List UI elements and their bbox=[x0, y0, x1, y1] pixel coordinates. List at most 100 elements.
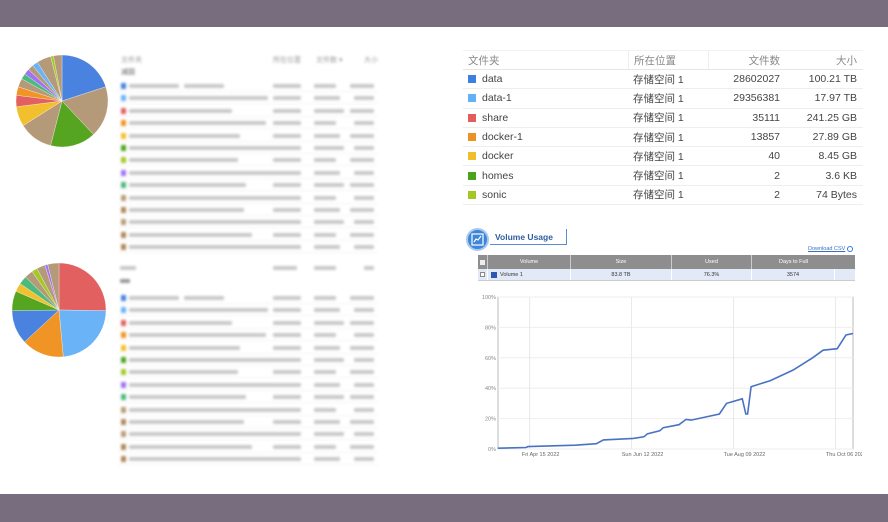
blurred-folder-table-top: 文件夹 所在位置 文件数 ▾ 大小 减固 bbox=[118, 52, 380, 254]
folder-color bbox=[121, 319, 126, 326]
blurred-row[interactable] bbox=[118, 130, 378, 142]
y-tick-label: 40% bbox=[485, 386, 496, 392]
folder-name-cell: data bbox=[463, 73, 628, 85]
volume-color-swatch bbox=[491, 271, 497, 278]
folder-count: 29356381 bbox=[733, 92, 780, 105]
folder-color bbox=[121, 357, 126, 363]
blurred-row[interactable] bbox=[118, 379, 378, 391]
folder-color bbox=[121, 207, 126, 213]
folder-color-swatch bbox=[468, 75, 476, 84]
blurred-row[interactable] bbox=[118, 428, 378, 441]
blurred-row[interactable] bbox=[118, 404, 378, 416]
blurred-row[interactable] bbox=[118, 354, 378, 366]
folder-name: share bbox=[482, 111, 509, 124]
folder-color bbox=[121, 169, 126, 176]
blurred-row[interactable] bbox=[118, 241, 378, 254]
folder-row[interactable]: docker 存储空间 1 40 8.45 GB bbox=[463, 147, 863, 167]
folder-color bbox=[121, 107, 126, 114]
blurred-row[interactable] bbox=[118, 216, 378, 229]
volume-usage-chart: 0% 20% 40% 60% 80% 100% Fri Apr 15 2022 Sun Jun… bbox=[482, 295, 862, 458]
folder-color bbox=[121, 83, 126, 89]
section-label: 减固 bbox=[121, 69, 135, 76]
blurred-row[interactable] bbox=[118, 441, 378, 453]
folder-size: 100.21 TB bbox=[808, 73, 857, 86]
folder-name: docker-1 bbox=[482, 131, 523, 144]
folder-row[interactable]: share 存储空间 1 35111 241.25 GB bbox=[463, 109, 863, 128]
blurred-row[interactable] bbox=[118, 117, 378, 130]
header-count[interactable]: 文件数 bbox=[708, 51, 788, 69]
folder-row[interactable]: homes 存储空间 1 2 3.6 KB bbox=[463, 166, 863, 186]
folder-name-cell: docker-1 bbox=[463, 131, 628, 143]
volume-usage-tab[interactable]: Volume Usage bbox=[490, 229, 567, 245]
blurred-row[interactable] bbox=[118, 204, 378, 216]
blurred-row[interactable] bbox=[118, 342, 378, 354]
folder-name-cell: sonic bbox=[463, 189, 628, 201]
folder-color bbox=[121, 194, 126, 201]
folder-name: docker bbox=[482, 150, 514, 163]
blurred-row[interactable] bbox=[118, 154, 378, 167]
volume-grid: Volume Size Used Days to Full Volume 1 8… bbox=[478, 255, 855, 281]
blurred-row[interactable] bbox=[118, 192, 378, 204]
blurred-row[interactable] bbox=[118, 391, 378, 404]
folder-name-cell: docker bbox=[463, 150, 628, 162]
folder-color bbox=[121, 394, 126, 401]
usage-line bbox=[497, 332, 854, 449]
folder-table: 文件夹 所在位置 文件数 大小 data 存储空间 1 28602027 100.21… bbox=[463, 50, 863, 206]
header-location[interactable]: 所在位置 bbox=[628, 51, 708, 69]
col-folder: 文件夹 bbox=[121, 57, 142, 64]
blurred-row[interactable] bbox=[118, 304, 378, 317]
pie-slice bbox=[58, 262, 107, 311]
blurred-row[interactable] bbox=[118, 366, 378, 379]
blurred-row[interactable] bbox=[118, 292, 378, 304]
col-count: 文件数 ▾ bbox=[316, 57, 343, 64]
blurred-folder-table-bottom bbox=[118, 262, 380, 466]
folder-size: 241.25 GB bbox=[806, 111, 857, 124]
blurred-row[interactable] bbox=[118, 317, 378, 329]
folder-name: data bbox=[482, 73, 503, 86]
folder-color-swatch bbox=[468, 152, 476, 161]
folder-row[interactable]: sonic 存储空间 1 2 74 Bytes bbox=[463, 186, 863, 206]
folder-color bbox=[121, 95, 126, 102]
download-csv-link[interactable]: Download CSV bbox=[808, 246, 854, 252]
blurred-row[interactable] bbox=[118, 416, 378, 428]
blurred-row[interactable] bbox=[118, 105, 378, 117]
blurred-row[interactable] bbox=[118, 179, 378, 192]
blurred-row[interactable] bbox=[118, 329, 378, 342]
folder-size: 8.45 GB bbox=[818, 150, 857, 163]
header-size[interactable]: 大小 bbox=[836, 54, 857, 67]
volume-days: 3574 bbox=[752, 269, 835, 280]
folder-count: 28602027 bbox=[733, 73, 780, 86]
folder-size: 74 Bytes bbox=[816, 188, 857, 201]
folder-color bbox=[121, 219, 126, 226]
folder-location: 存储空间 1 bbox=[633, 189, 684, 202]
folder-name: homes bbox=[482, 169, 514, 182]
folder-row[interactable]: data-1 存储空间 1 29356381 17.97 TB bbox=[463, 89, 863, 109]
folder-color bbox=[121, 369, 126, 376]
folder-color-swatch bbox=[468, 190, 476, 199]
pie-slice bbox=[58, 309, 107, 357]
folder-color-swatch bbox=[468, 113, 476, 122]
folder-color bbox=[121, 157, 126, 164]
volume-size: 83.8 TB bbox=[571, 269, 672, 280]
folder-row[interactable]: docker-1 存储空间 1 13857 27.89 GB bbox=[463, 128, 863, 148]
volume-name: Volume 1 bbox=[500, 271, 523, 278]
select-all-checkbox[interactable] bbox=[478, 255, 488, 269]
blurred-row[interactable] bbox=[118, 142, 378, 154]
folder-row[interactable]: data 存储空间 1 28602027 100.21 TB bbox=[463, 70, 863, 90]
chart-icon[interactable] bbox=[466, 228, 489, 251]
volume-row[interactable]: Volume 1 83.8 TB 76.3% 3574 bbox=[478, 269, 855, 281]
blurred-row[interactable] bbox=[118, 167, 378, 179]
blurred-row[interactable] bbox=[118, 92, 378, 105]
pie-slice bbox=[61, 86, 109, 135]
blurred-row[interactable] bbox=[118, 229, 378, 241]
header-folder[interactable]: 文件夹 bbox=[468, 54, 500, 67]
folder-color-swatch bbox=[468, 94, 476, 103]
blurred-row[interactable] bbox=[118, 80, 378, 92]
folder-location: 存储空间 1 bbox=[633, 112, 684, 125]
volume-checkbox[interactable] bbox=[478, 269, 488, 280]
folder-location: 存储空间 1 bbox=[633, 170, 684, 183]
y-tick-label: 60% bbox=[485, 356, 496, 362]
download-csv-label: Download CSV bbox=[808, 246, 846, 252]
folder-color bbox=[121, 231, 126, 238]
blurred-row[interactable] bbox=[118, 453, 378, 466]
